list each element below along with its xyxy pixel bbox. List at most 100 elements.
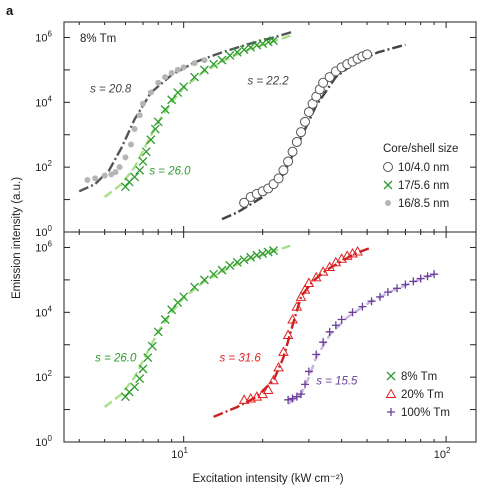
x-axis-title: Excitation intensity (kW cm⁻²) <box>192 473 343 485</box>
data-point <box>269 36 278 46</box>
data-point <box>362 49 373 60</box>
slope-annotation: s = 26.0 <box>95 353 137 365</box>
data-point <box>167 305 177 315</box>
data-point <box>246 42 256 52</box>
legend-marker <box>383 162 393 172</box>
y-tick-exponent: 2 <box>48 159 53 168</box>
data-point <box>337 315 346 324</box>
data-point <box>225 260 235 270</box>
data-point <box>209 59 219 69</box>
data-point <box>130 382 140 392</box>
data-point <box>146 135 156 145</box>
data-point <box>252 250 262 260</box>
data-point <box>358 302 367 311</box>
data-point <box>295 291 307 301</box>
data-point <box>217 55 227 65</box>
data-point <box>278 165 289 176</box>
data-point <box>324 261 336 271</box>
data-point <box>84 177 91 184</box>
y-tick-label: 104 <box>35 304 52 319</box>
data-point <box>352 246 363 256</box>
legend-entry: 100% Tm <box>401 407 450 419</box>
data-point <box>296 127 307 138</box>
y-axis-title: Emission intensity (a.u.) <box>11 177 23 299</box>
legend-entry: 16/8.5 nm <box>398 198 449 210</box>
data-point <box>367 297 376 306</box>
data-point <box>116 164 123 171</box>
data-point <box>284 395 293 404</box>
data-point <box>318 77 329 88</box>
data-point <box>147 341 157 351</box>
legend-marker <box>387 408 395 416</box>
data-point <box>299 284 311 294</box>
data-point <box>246 252 256 262</box>
y-tick-exponent: 4 <box>48 94 53 103</box>
data-point <box>143 353 153 363</box>
data-point <box>288 394 297 403</box>
data-point <box>180 64 187 71</box>
data-point <box>225 50 235 60</box>
fit-line-20-tm <box>213 246 373 418</box>
plot-frame <box>63 231 477 443</box>
data-point <box>430 270 439 279</box>
slope-annotation: s = 20.8 <box>90 84 132 96</box>
y-tick-label: 106 <box>35 29 52 44</box>
y-tick-label: 100 <box>35 434 52 449</box>
data-point <box>304 367 313 376</box>
data-point <box>383 288 392 297</box>
data-point <box>262 384 274 395</box>
data-point <box>191 60 198 67</box>
data-point <box>92 175 99 182</box>
data-point <box>258 39 268 48</box>
slope-annotation: s = 26.0 <box>149 165 191 177</box>
x-tick-exponent: 2 <box>446 446 451 455</box>
data-point <box>160 105 170 114</box>
legend-entry: 8% Tm <box>401 371 437 383</box>
data-point <box>409 277 418 286</box>
data-point <box>160 315 170 324</box>
slope-annotation: s = 31.6 <box>220 353 262 365</box>
legend-entry: 17/5.6 nm <box>398 180 449 192</box>
data-point <box>282 329 294 339</box>
data-point <box>283 156 294 167</box>
data-point <box>273 173 284 184</box>
data-point <box>190 282 199 292</box>
data-point <box>269 246 278 256</box>
y-tick-exponent: 4 <box>48 304 53 313</box>
data-point <box>238 394 250 404</box>
legend-entry: 10/4.0 nm <box>398 162 449 174</box>
x-tick-exponent: 1 <box>184 446 189 455</box>
y-tick-label: 102 <box>35 159 52 174</box>
data-point <box>140 100 147 107</box>
data-point <box>348 308 357 317</box>
data-point <box>120 392 130 402</box>
data-point <box>325 327 334 336</box>
data-point <box>174 66 181 73</box>
data-point <box>131 126 138 133</box>
data-point <box>310 271 322 282</box>
data-point <box>167 95 177 105</box>
data-point <box>401 280 410 289</box>
y-tick-exponent: 6 <box>48 239 53 248</box>
data-point <box>162 74 169 81</box>
data-point <box>209 269 219 279</box>
data-point <box>258 249 268 258</box>
data-point <box>179 292 189 302</box>
data-point <box>190 72 199 82</box>
data-point <box>292 392 301 401</box>
data-point <box>199 65 209 75</box>
fit-line-8-tm <box>103 243 293 408</box>
slope-annotation: s = 15.5 <box>316 375 358 387</box>
data-point <box>120 182 130 192</box>
data-point <box>136 112 143 119</box>
data-point <box>287 146 298 157</box>
data-point <box>232 47 242 57</box>
data-point <box>291 136 302 147</box>
legend-marker <box>385 200 391 206</box>
data-point <box>130 172 140 182</box>
data-point <box>297 390 306 399</box>
data-point <box>319 338 328 347</box>
data-point <box>287 313 298 324</box>
